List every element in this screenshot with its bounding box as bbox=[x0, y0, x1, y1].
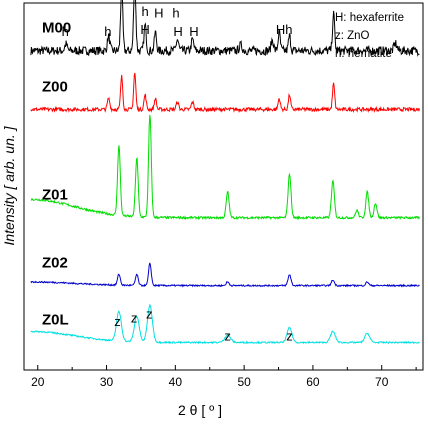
x-tick-label: 40 bbox=[169, 375, 183, 389]
peak-label: H bbox=[140, 22, 149, 37]
legend-entry: h: hematite bbox=[335, 48, 392, 60]
y-axis-title: Intensity [ arb. un. ] bbox=[1, 125, 17, 245]
series-label: Z02 bbox=[42, 255, 68, 272]
sample-labels: M00 Z00 Z01 Z02 Z0L bbox=[42, 20, 71, 329]
peak-label: H bbox=[154, 6, 163, 21]
x-axis-title: 2 θ [ º ] bbox=[178, 402, 222, 418]
peak-label: z bbox=[146, 307, 153, 322]
peak-label: z bbox=[286, 329, 293, 344]
peak-label: H bbox=[173, 24, 182, 39]
legend: H: hexaferrite z: ZnO h: hematite bbox=[335, 12, 404, 60]
legend-entry: z: ZnO bbox=[335, 30, 370, 42]
peak-annotations: hhHHhHHhHHHhzzzzz bbox=[62, 0, 293, 344]
peak-label: H bbox=[130, 0, 139, 2]
peak-label: h bbox=[62, 24, 69, 39]
peak-label: H bbox=[276, 22, 285, 37]
peak-label: z bbox=[114, 314, 121, 329]
x-tick-label: 30 bbox=[100, 375, 114, 389]
peak-label: h bbox=[285, 22, 292, 37]
x-ticks: 20 30 40 50 60 70 bbox=[31, 365, 417, 389]
series-layer bbox=[30, 0, 420, 345]
plot-frame bbox=[23, 2, 424, 371]
series-line bbox=[30, 72, 420, 114]
peak-label: h bbox=[104, 24, 111, 39]
peak-label: h bbox=[172, 6, 179, 21]
peak-label: z bbox=[224, 329, 231, 344]
series-line bbox=[30, 114, 420, 221]
series-label: Z01 bbox=[42, 187, 68, 204]
series-label: M00 bbox=[42, 20, 71, 37]
series-line bbox=[30, 0, 420, 57]
series-label: Z0L bbox=[42, 311, 69, 328]
series-line bbox=[30, 262, 420, 288]
x-tick-label: 70 bbox=[375, 375, 389, 389]
series-label: Z00 bbox=[42, 78, 68, 95]
peak-label: H bbox=[116, 0, 125, 2]
peak-label: h bbox=[141, 4, 148, 19]
legend-entry: H: hexaferrite bbox=[335, 12, 404, 24]
x-tick-label: 60 bbox=[306, 375, 320, 389]
peak-label: H bbox=[189, 24, 198, 39]
x-tick-label: 20 bbox=[31, 375, 45, 389]
x-tick-label: 50 bbox=[237, 375, 251, 389]
series-line bbox=[30, 303, 420, 345]
peak-label: z bbox=[131, 310, 138, 325]
